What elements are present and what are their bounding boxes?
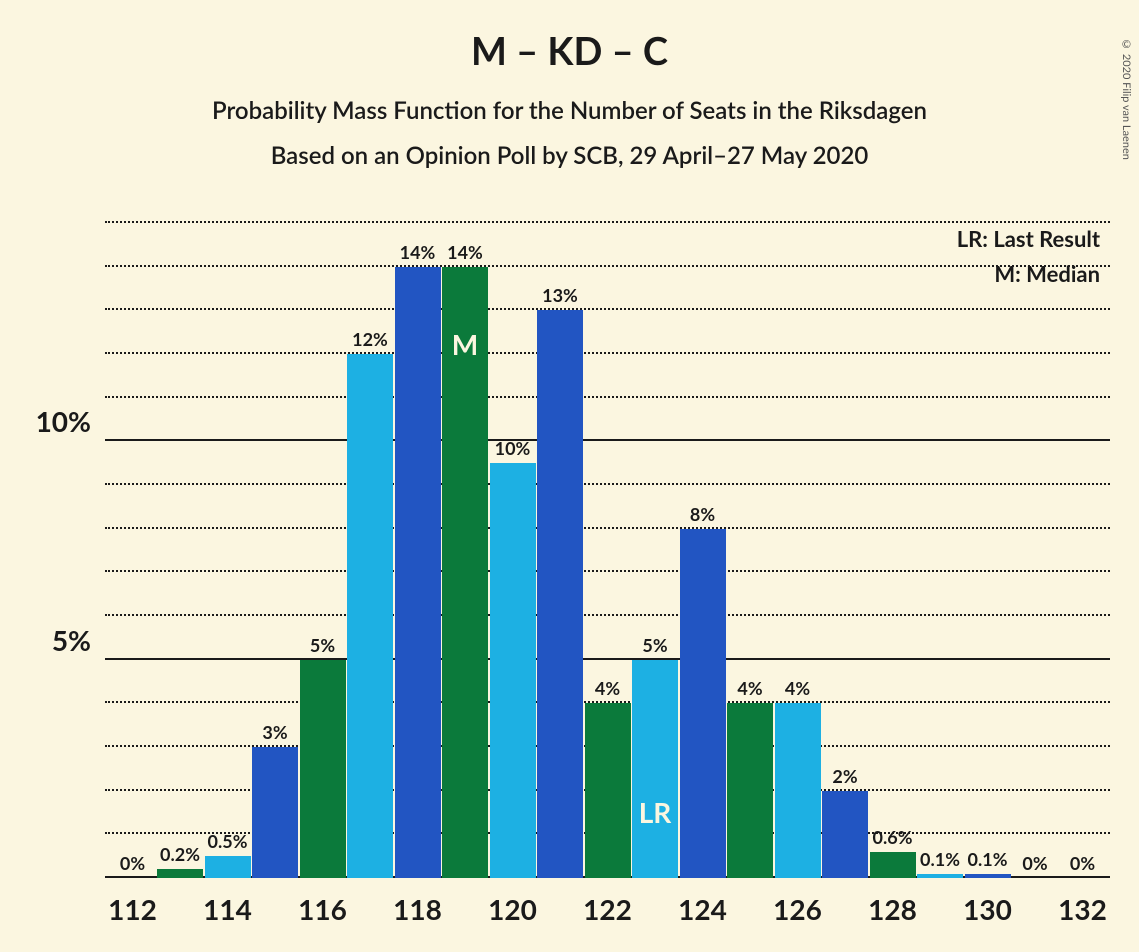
bar: 3%	[252, 747, 298, 878]
y-axis-label: 5%	[52, 623, 91, 657]
bar-value-label: 0.2%	[160, 843, 200, 865]
bar-value-label: 14%	[447, 241, 483, 263]
x-axis-label: 132	[1058, 892, 1107, 926]
gridline-minor	[105, 614, 1110, 616]
gridline-minor	[105, 570, 1110, 572]
bar-value-label: 5%	[310, 634, 335, 656]
bar-value-label: 13%	[542, 284, 578, 306]
bar: 13%	[537, 310, 583, 878]
chart-title: M – KD – C	[0, 28, 1139, 74]
x-axis-label: 114	[203, 892, 252, 926]
chart-subtitle-2: Based on an Opinion Poll by SCB, 29 Apri…	[0, 141, 1139, 170]
x-axis-label: 118	[393, 892, 442, 926]
bar: 0.6%	[870, 852, 916, 878]
copyright-text: © 2020 Filip van Laenen	[1120, 38, 1133, 160]
x-axis-label: 130	[963, 892, 1012, 926]
bar: 0.2%	[157, 869, 203, 878]
bar-value-label: 10%	[495, 437, 531, 459]
x-axis-label: 116	[298, 892, 347, 926]
bar-value-label: 0.1%	[920, 848, 960, 870]
gridline-minor	[105, 308, 1110, 310]
bar-value-label: 3%	[262, 721, 287, 743]
gridline-minor	[105, 221, 1110, 223]
bar: 14%M	[442, 267, 488, 878]
chart-plot-area: 5%10%1121141161181201221241261281301320%…	[105, 223, 1110, 878]
bar-value-label: 5%	[642, 634, 667, 656]
x-axis-label: 120	[488, 892, 537, 926]
gridline-minor	[105, 483, 1110, 485]
bar-value-label: 2%	[832, 765, 857, 787]
bar-value-label: 8%	[690, 503, 715, 525]
bar-value-label: 0.5%	[208, 830, 248, 852]
bar: 0.1%	[917, 874, 963, 878]
bar: 12%	[347, 354, 393, 878]
gridline-minor	[105, 352, 1110, 354]
bar: 2%	[822, 791, 868, 878]
bar-value-label: 4%	[785, 677, 810, 699]
chart-legend: LR: Last Result M: Median	[957, 225, 1100, 287]
bar: 10%	[490, 463, 536, 878]
bar-value-label: 12%	[352, 328, 388, 350]
bar-value-label: 14%	[400, 241, 436, 263]
bar: 14%	[395, 267, 441, 878]
bar: 8%	[680, 529, 726, 878]
gridline-major	[105, 439, 1110, 441]
x-axis-label: 124	[678, 892, 727, 926]
x-axis-label: 128	[868, 892, 917, 926]
legend-m: M: Median	[957, 260, 1100, 287]
bar-value-label: 4%	[595, 677, 620, 699]
gridline-minor	[105, 396, 1110, 398]
gridline-major	[105, 658, 1110, 660]
bar: 4%	[585, 703, 631, 878]
bar-value-label: 0.6%	[873, 826, 913, 848]
bar-value-label: 0%	[120, 852, 145, 874]
gridline-minor	[105, 527, 1110, 529]
bar: 0.5%	[205, 856, 251, 878]
last-result-marker: LR	[639, 795, 672, 829]
bar: 0.1%	[965, 874, 1011, 878]
bar-value-label: 0%	[1022, 852, 1047, 874]
x-axis-label: 112	[108, 892, 157, 926]
legend-lr: LR: Last Result	[957, 225, 1100, 252]
bar: 4%	[727, 703, 773, 878]
x-axis-label: 126	[773, 892, 822, 926]
bar: 5%	[300, 660, 346, 878]
median-marker: M	[452, 327, 478, 361]
bar: 4%	[775, 703, 821, 878]
x-axis-label: 122	[583, 892, 632, 926]
chart-subtitle-1: Probability Mass Function for the Number…	[0, 96, 1139, 125]
bar-value-label: 0%	[1070, 852, 1095, 874]
y-axis-label: 10%	[36, 404, 91, 438]
bar-value-label: 4%	[737, 677, 762, 699]
bar: 5%LR	[632, 660, 678, 878]
bar-value-label: 0.1%	[968, 848, 1008, 870]
